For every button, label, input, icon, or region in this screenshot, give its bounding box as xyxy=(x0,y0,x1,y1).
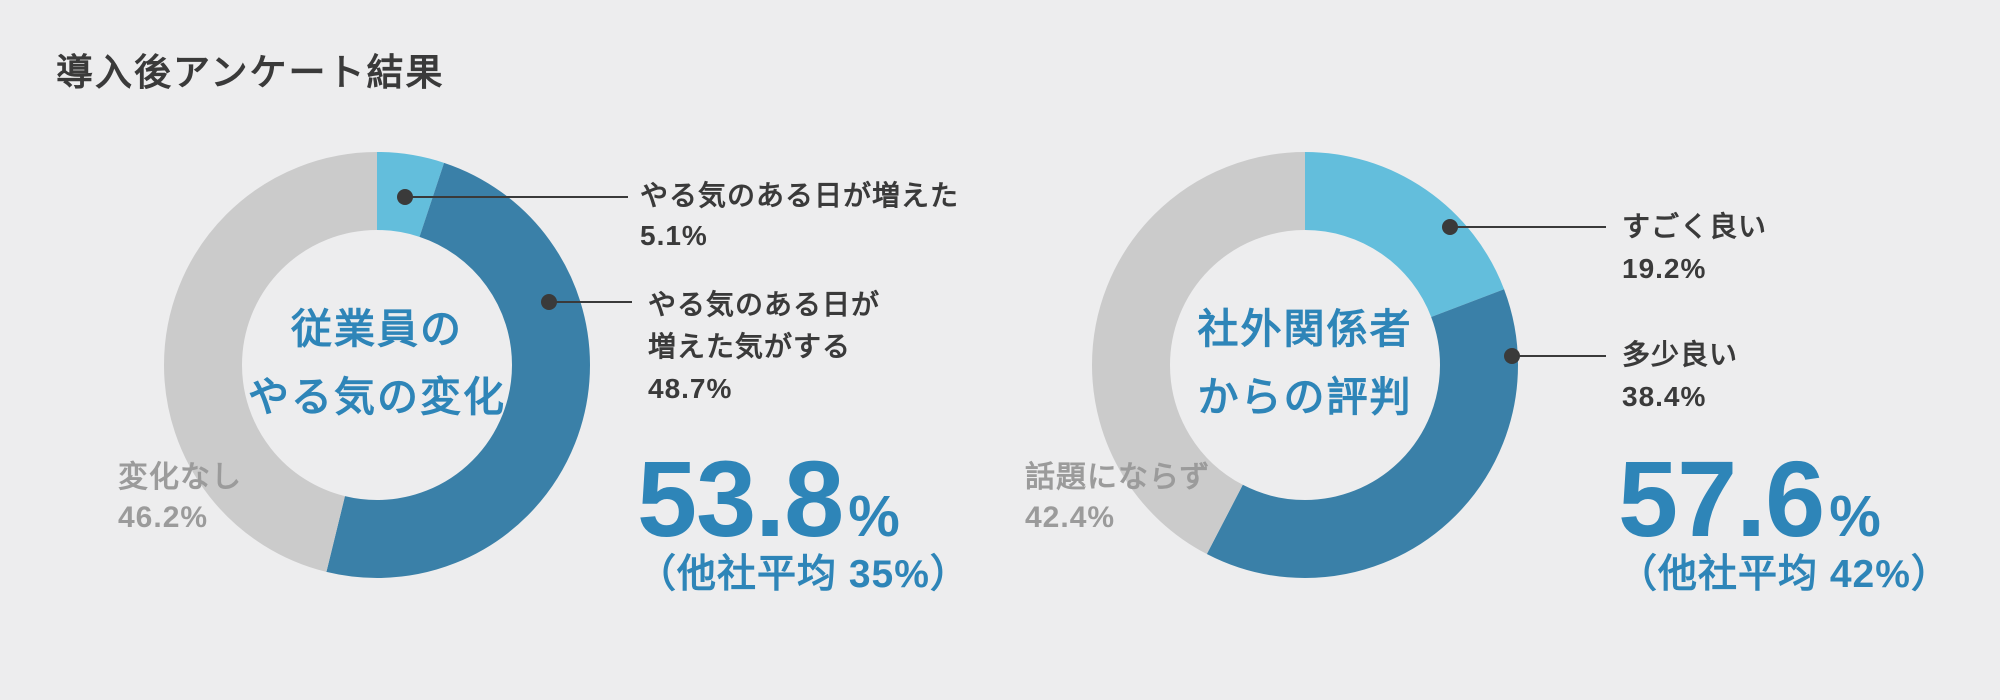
side-label-line: 変化なし xyxy=(118,461,242,494)
highlight-value: 57.6% xyxy=(1618,436,1881,561)
highlight-unit: % xyxy=(848,484,900,549)
donut-center-title-line: 従業員の xyxy=(291,306,463,352)
callout-label-value: 48.7% xyxy=(648,373,733,404)
highlight-unit: % xyxy=(1829,484,1881,549)
highlight-number: 57.6 xyxy=(1618,438,1825,559)
donut-segment xyxy=(1092,152,1518,578)
donut-center-title: 社外関係者 からの評判 xyxy=(1085,145,1525,585)
callout-label-somewhat-good: 多少良い 38.4% xyxy=(1622,334,1738,418)
donut-segment xyxy=(164,152,590,578)
donut-ring xyxy=(1092,152,1518,578)
highlight-value: 53.8% xyxy=(637,436,900,561)
callout-label-value: 38.4% xyxy=(1622,381,1707,412)
side-label-line: 話題にならず xyxy=(1025,461,1211,494)
donut-center-title-line: やる気の変化 xyxy=(248,374,506,420)
side-label-value: 46.2% xyxy=(118,501,209,534)
callout-label-value: 19.2% xyxy=(1622,253,1707,284)
side-label-value: 42.4% xyxy=(1025,501,1116,534)
highlight-note: （他社平均 35%） xyxy=(637,553,970,596)
page-title: 導入後アンケート結果 xyxy=(56,52,445,93)
callout-label-line: 増えた気がする xyxy=(648,331,852,362)
highlight-note: （他社平均 42%） xyxy=(1618,553,1951,596)
callout-label-increased: やる気のある日が増えた 5.1% xyxy=(640,176,959,256)
callout-line xyxy=(405,196,628,198)
callout-line xyxy=(549,301,632,303)
donut-segment xyxy=(1092,152,1518,578)
callout-line xyxy=(1512,355,1606,357)
highlight-number: 53.8 xyxy=(637,438,844,559)
callout-label-line: やる気のある日が xyxy=(648,289,881,320)
callout-line xyxy=(1450,226,1606,228)
callout-label-line: すごく良い xyxy=(1622,211,1768,242)
donut-segment xyxy=(164,152,590,578)
callout-label-value: 5.1% xyxy=(640,220,708,251)
callout-label-line: 多少良い xyxy=(1622,339,1739,370)
donut-ring xyxy=(164,152,590,578)
donut-center-title-line: からの評判 xyxy=(1197,374,1413,420)
callout-label-line: やる気のある日が増えた xyxy=(640,180,960,211)
callout-label-feels-increased: やる気のある日が 増えた気がする 48.7% xyxy=(648,284,880,410)
donut-center-title-line: 社外関係者 xyxy=(1197,306,1413,352)
donut-center-title: 従業員の やる気の変化 xyxy=(157,145,597,585)
segment-label-no-change: 変化なし 46.2% xyxy=(118,458,242,538)
segment-label-no-buzz: 話題にならず 42.4% xyxy=(1025,458,1210,538)
callout-label-very-good: すごく良い 19.2% xyxy=(1622,206,1767,290)
